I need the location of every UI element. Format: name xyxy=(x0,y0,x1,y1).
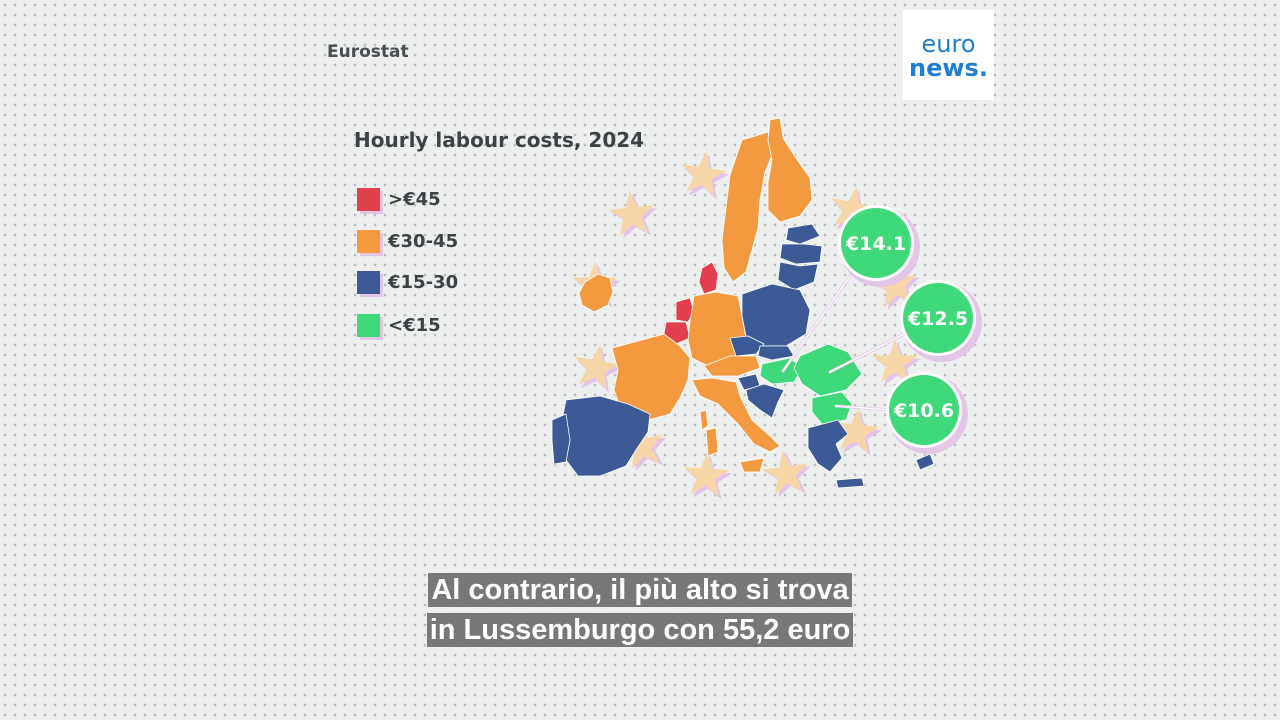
legend-swatch-red xyxy=(357,188,380,211)
legend-swatch-orange xyxy=(357,230,380,253)
country-poland xyxy=(741,283,811,347)
star-icon xyxy=(677,148,732,201)
country-romania xyxy=(793,343,863,397)
callout-label-romania: €12.5 xyxy=(907,308,968,330)
country-finland xyxy=(767,117,813,223)
country-cyprus xyxy=(915,453,935,471)
country-italy xyxy=(691,377,781,453)
callout-label-bulgaria: €10.6 xyxy=(893,400,954,422)
country-slovakia xyxy=(757,345,795,361)
legend-swatch-green xyxy=(357,314,380,337)
subtitle-line-1: Al contrario, il più alto si trova xyxy=(0,573,1280,607)
country-corsica xyxy=(699,409,709,431)
legend-item-red: >€45 xyxy=(357,188,441,211)
source-label: Eurostat xyxy=(327,42,409,62)
country-bulgaria xyxy=(811,391,853,425)
country-crete xyxy=(835,477,865,489)
country-hungary xyxy=(759,357,803,385)
country-sicily xyxy=(739,457,765,473)
country-denmark xyxy=(698,261,719,295)
map-title: Hourly labour costs, 2024 xyxy=(354,128,645,152)
country-france xyxy=(611,333,691,421)
country-ireland xyxy=(578,273,614,313)
euronews-logo: euro news. xyxy=(903,10,994,100)
legend-label-orange: €30-45 xyxy=(388,231,459,252)
logo-line-2-text: news xyxy=(909,54,979,82)
country-estonia xyxy=(785,223,821,245)
legend-item-orange: €30-45 xyxy=(357,230,458,253)
callout-connectors-inner xyxy=(782,264,913,411)
callout-romania: €12.5 xyxy=(900,280,982,362)
subtitle-text-2: in Lussemburgo con 55,2 euro xyxy=(426,613,854,647)
legend-swatch-blue xyxy=(357,271,380,294)
country-sardinia xyxy=(705,427,719,457)
legend-label-red: >€45 xyxy=(388,189,441,210)
country-portugal xyxy=(551,413,571,465)
subtitle-line-2: in Lussemburgo con 55,2 euro xyxy=(0,613,1280,647)
star-icon xyxy=(606,188,661,240)
country-austria xyxy=(703,355,761,377)
legend-item-green: <€15 xyxy=(357,314,441,337)
country-lithuania xyxy=(777,261,819,291)
star-icon xyxy=(681,450,734,501)
callout-label-hungary: €14.1 xyxy=(845,233,906,255)
subtitle-text-1: Al contrario, il più alto si trova xyxy=(428,573,852,607)
country-greece xyxy=(807,419,849,473)
legend-item-blue: €15-30 xyxy=(357,271,458,294)
legend-label-blue: €15-30 xyxy=(388,272,459,293)
country-sweden xyxy=(721,131,775,283)
star-icon xyxy=(760,447,815,499)
callout-bulgaria: €10.6 xyxy=(886,372,968,454)
legend-label-green: <€15 xyxy=(388,315,441,336)
callout-hungary: €14.1 xyxy=(838,205,920,287)
country-croatia xyxy=(745,383,785,419)
logo-line-2: news. xyxy=(909,54,988,82)
countries xyxy=(551,117,935,489)
country-latvia xyxy=(779,243,823,265)
logo-line-1: euro xyxy=(921,30,976,58)
